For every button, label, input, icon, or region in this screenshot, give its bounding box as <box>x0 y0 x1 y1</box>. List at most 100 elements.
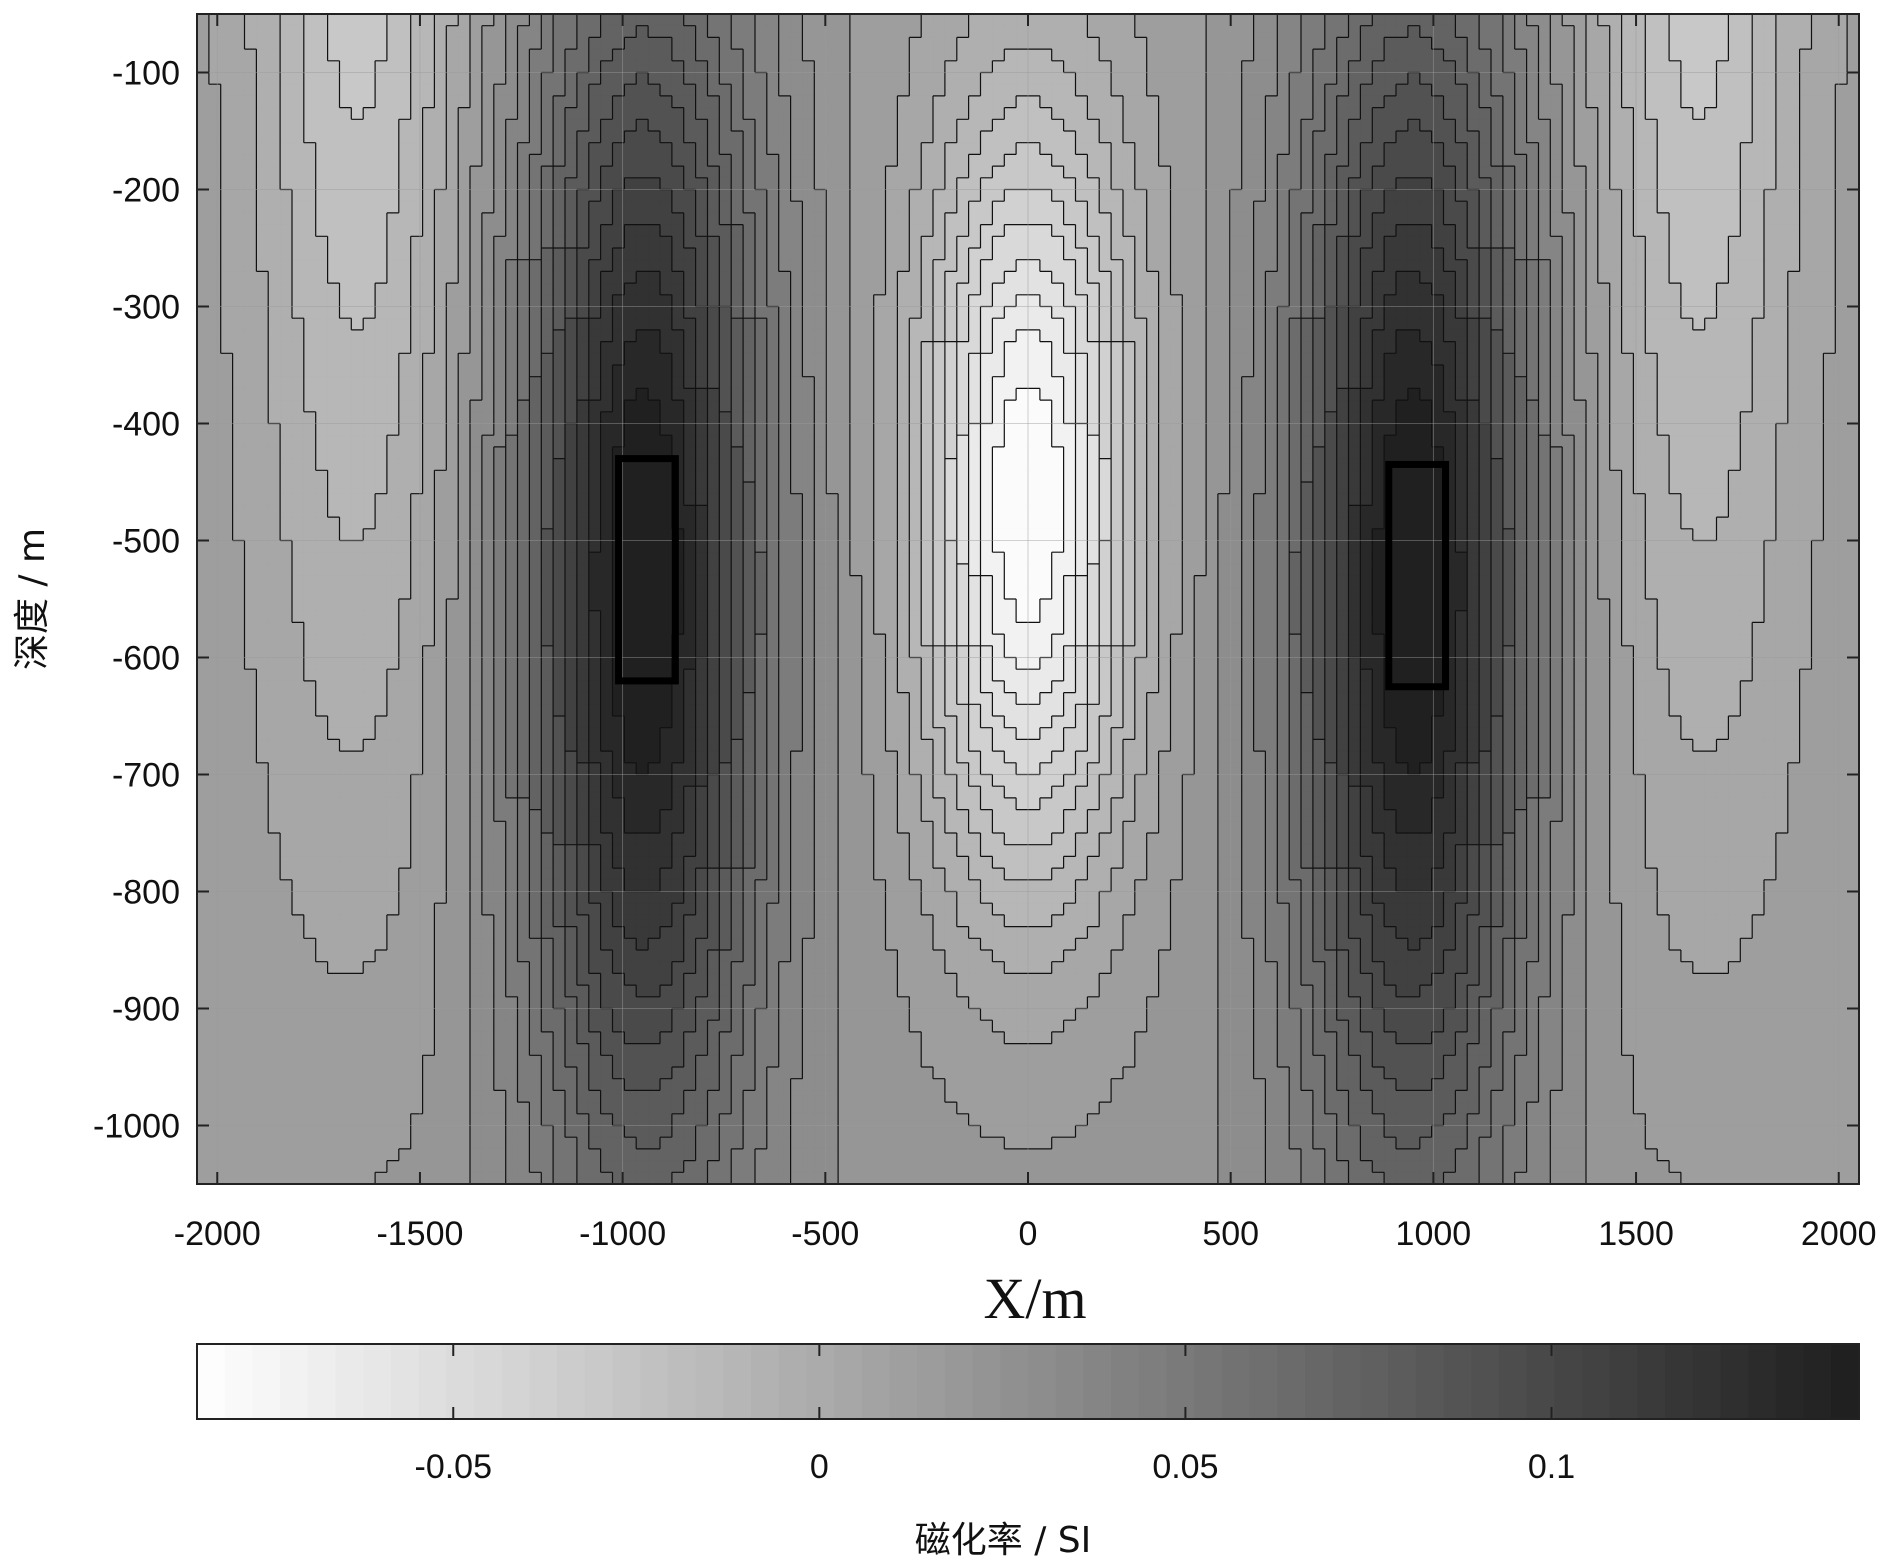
contour-cell <box>683 131 697 144</box>
contour-cell <box>1170 423 1184 436</box>
contour-cell <box>826 271 839 284</box>
contour-cell <box>505 212 519 226</box>
contour-cell <box>1799 14 1813 27</box>
contour-cell <box>1277 411 1290 425</box>
contour-cell <box>1241 72 1255 85</box>
contour-cell <box>1122 423 1136 436</box>
contour-cell <box>1194 166 1207 179</box>
contour-cell <box>1562 166 1575 179</box>
contour-cell <box>1158 60 1172 74</box>
contour-cell <box>517 60 531 74</box>
contour-cell <box>980 423 994 436</box>
contour-cell <box>1847 271 1859 284</box>
contour-cell <box>541 388 554 401</box>
contour-cell <box>1728 294 1742 308</box>
contour-cell <box>1514 119 1528 132</box>
contour-cell <box>1419 318 1433 331</box>
contour-cell <box>861 376 875 390</box>
contour-cell <box>1514 177 1528 191</box>
contour-cell <box>1597 318 1611 331</box>
contour-cell <box>754 201 768 214</box>
contour-cell <box>1312 72 1326 85</box>
contour-cell <box>1419 119 1433 132</box>
contour-cell <box>1182 376 1195 390</box>
contour-cell <box>861 248 875 261</box>
contour-cell <box>1158 131 1172 144</box>
contour-cell <box>1158 259 1172 273</box>
contour-cell <box>1490 318 1504 331</box>
contour-cell <box>220 365 234 378</box>
contour-cell <box>1633 154 1647 167</box>
contour-cell <box>1538 271 1552 284</box>
contour-cell <box>517 224 531 238</box>
contour-cell <box>339 107 353 121</box>
contour-cell <box>268 224 281 238</box>
contour-cell <box>1217 248 1231 261</box>
contour-cell <box>565 142 578 156</box>
contour-cell <box>375 119 388 132</box>
contour-cell <box>1538 14 1552 27</box>
contour-cell <box>541 283 554 296</box>
contour-cell <box>1075 95 1089 109</box>
contour-cell <box>517 119 531 132</box>
contour-cell <box>291 154 305 167</box>
contour-cell <box>695 248 709 261</box>
contour-cell <box>1716 376 1730 390</box>
contour-cell <box>778 248 792 261</box>
contour-cell <box>671 283 685 296</box>
contour-cell <box>1241 224 1255 238</box>
contour-cell <box>1847 107 1859 121</box>
contour-cell <box>1348 248 1362 261</box>
contour-cell <box>1372 84 1385 97</box>
contour-cell <box>624 37 638 50</box>
contour-cell <box>458 212 471 226</box>
contour-cell <box>766 294 780 308</box>
contour-cell <box>1182 271 1195 284</box>
contour-cell <box>766 166 780 179</box>
contour-cell <box>766 248 780 261</box>
contour-cell <box>434 423 448 436</box>
contour-cell <box>1146 376 1160 390</box>
contour-cell <box>422 177 436 191</box>
contour-cell <box>1574 400 1587 413</box>
contour-cell <box>375 142 388 156</box>
contour-cell <box>1597 189 1611 202</box>
contour-cell <box>1550 14 1564 27</box>
contour-cell <box>1312 224 1326 238</box>
contour-cell <box>1502 248 1516 261</box>
contour-cell <box>1514 341 1528 355</box>
contour-cell <box>873 119 887 132</box>
contour-cell <box>695 423 709 436</box>
contour-cell <box>375 201 388 214</box>
contour-cell <box>1716 224 1730 238</box>
contour-cell <box>363 119 376 132</box>
contour-cell <box>659 318 673 331</box>
contour-cell <box>1443 376 1457 390</box>
contour-cell <box>565 388 578 401</box>
contour-cell <box>446 248 459 261</box>
contour-cell <box>1550 166 1564 179</box>
contour-cell <box>339 400 353 413</box>
contour-cell <box>826 119 839 132</box>
contour-cell <box>1336 177 1350 191</box>
contour-cell <box>1170 107 1184 121</box>
contour-cell <box>410 201 424 214</box>
contour-cell <box>778 341 792 355</box>
contour-cell <box>636 166 649 179</box>
contour-cell <box>707 189 721 202</box>
contour-cell <box>1301 84 1314 97</box>
contour-cell <box>921 411 934 425</box>
contour-cell <box>814 14 827 27</box>
contour-cell <box>1087 224 1101 238</box>
contour-cell <box>386 388 400 401</box>
contour-cell <box>220 154 234 167</box>
contour-cell <box>256 107 270 121</box>
contour-cell <box>683 212 697 226</box>
contour-cell <box>1585 329 1599 343</box>
contour-cell <box>1360 201 1374 214</box>
contour-cell <box>576 248 590 261</box>
contour-cell <box>517 107 531 121</box>
contour-cell <box>1146 212 1160 226</box>
contour-cell <box>659 294 673 308</box>
contour-cell <box>1621 107 1635 121</box>
